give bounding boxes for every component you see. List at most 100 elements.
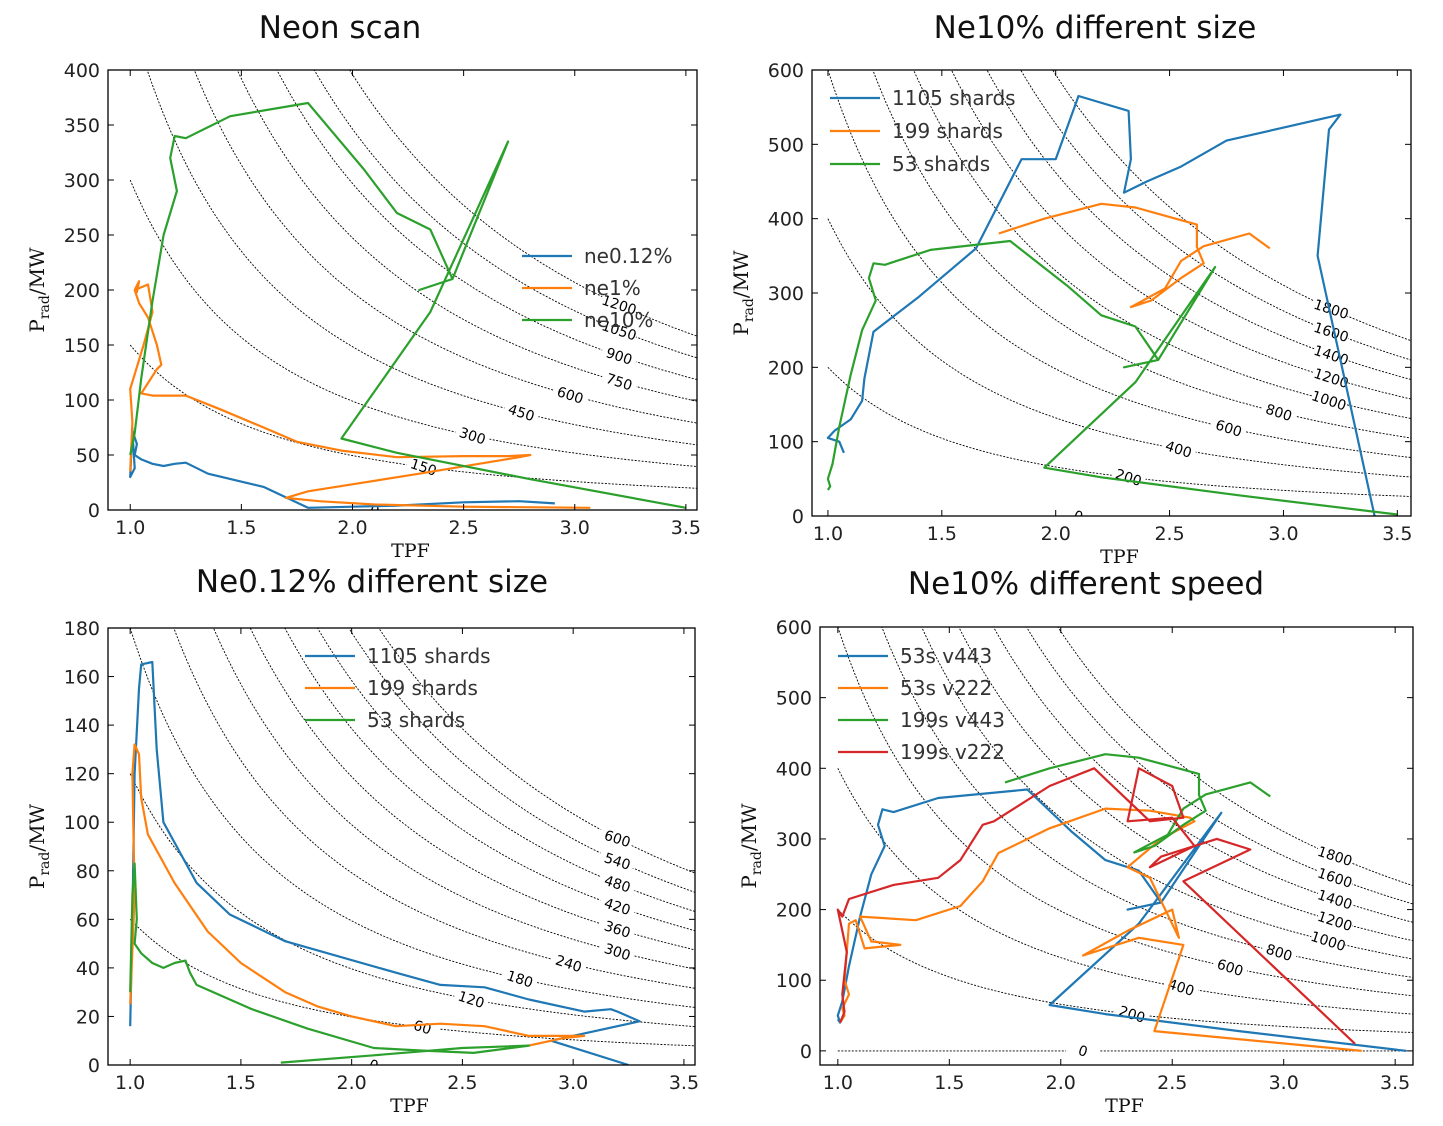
plot-frame (819, 626, 1414, 1066)
legend-entry: 53s v443 (900, 644, 992, 668)
y-tick-label: 80 (76, 861, 100, 883)
contour-line (837, 768, 1413, 1015)
contour-line (1052, 70, 1411, 342)
chart-panel-3: Ne0.12% different size 0 60 120 180 240 300360… (25, 564, 699, 1117)
y-tick-label: 400 (776, 758, 812, 780)
series-line-53s-v222 (839, 807, 1362, 1052)
y-tick-label: 200 (776, 900, 812, 922)
x-tick-label: 3.0 (1268, 523, 1298, 545)
y-tick-label: 200 (768, 357, 804, 379)
legend: 53s v443 53s v222 199s v443 199s v222 (838, 644, 1005, 764)
contour-line (827, 366, 1411, 497)
chart-title: Ne0.12% different size (196, 564, 548, 600)
contour-label: 540 (602, 850, 632, 873)
contour-line (837, 627, 1413, 997)
contour-label: 240 (553, 953, 583, 976)
contour-label: 900 (604, 345, 634, 368)
data-series (826, 94, 1398, 516)
y-tick-label: 0 (88, 500, 100, 522)
legend-entry: 199 shards (892, 119, 1003, 143)
x-tick-label: 3.0 (560, 517, 590, 539)
y-tick-label: 180 (64, 618, 100, 640)
x-tick-label: 2.0 (337, 1072, 367, 1094)
x-tick-label: 2.0 (1046, 1072, 1076, 1094)
series-line-199s-v443 (1004, 753, 1271, 854)
contour-label: 600 (555, 384, 585, 407)
x-tick-label: 3.5 (1382, 523, 1412, 545)
legend-entry: ne0.12% (584, 244, 673, 268)
contour-line (317, 628, 695, 912)
chart-title: Ne10% different size (934, 10, 1257, 46)
y-tick-label: 60 (76, 909, 100, 931)
contour-line (129, 628, 695, 1008)
legend-entry: 199 shards (367, 676, 478, 700)
data-series (129, 660, 641, 1065)
contour-label: 400 (1163, 438, 1193, 461)
contour-label: 800 (1263, 402, 1293, 425)
x-tick-label: 2.5 (1157, 1072, 1187, 1094)
legend: 1105 shards 199 shards 53 shards (305, 644, 491, 732)
x-axis-label: TPF (390, 1095, 429, 1117)
series-line-53-shards (129, 862, 530, 1064)
y-tick-label: 100 (64, 812, 100, 834)
x-tick-label: 1.0 (823, 1072, 853, 1094)
legend-entry: 1105 shards (892, 86, 1016, 110)
contour-label: 200 (1117, 1003, 1147, 1026)
contour-line (173, 628, 695, 989)
y-tick-label: 400 (768, 209, 804, 231)
contour-line (313, 70, 697, 359)
legend-entry: ne10% (584, 308, 653, 332)
y-tick-label: 50 (76, 445, 100, 467)
x-tick-label: 3.0 (1269, 1072, 1299, 1094)
contour-label: 400 (1166, 976, 1196, 999)
contour-label: 800 (1264, 942, 1294, 965)
x-tick-label: 2.5 (1154, 523, 1184, 545)
contour-line (236, 70, 697, 402)
y-tick-label: 120 (64, 764, 100, 786)
x-tick-label: 1.5 (226, 1072, 256, 1094)
contour-line (872, 70, 1411, 439)
legend-entry: 53s v222 (900, 676, 992, 700)
contour-line (1020, 70, 1411, 361)
series-line-53-shards (826, 239, 1398, 516)
series-line-ne10- (129, 101, 687, 509)
y-tick-label: 100 (768, 432, 804, 454)
y-axis-label: Prad/MW (729, 250, 757, 336)
contour-line (378, 628, 695, 874)
contour-label: 180 (505, 968, 535, 991)
data-series (836, 753, 1407, 1052)
x-tick-label: 2.0 (337, 517, 367, 539)
contour-label: 300 (602, 941, 632, 964)
contour-label: 0 (367, 1057, 380, 1075)
chart-title: Neon scan (259, 10, 422, 46)
contour-label: 750 (604, 371, 634, 394)
x-tick-label: 3.5 (1380, 1072, 1410, 1094)
y-tick-label: 200 (64, 280, 100, 302)
y-tick-label: 0 (792, 506, 804, 528)
contour-line (958, 627, 1413, 942)
series-line-199s-v222 (836, 767, 1356, 1045)
contour-label: 600 (602, 828, 632, 851)
x-tick-label: 3.5 (669, 1072, 699, 1094)
y-axis-label: Prad/MW (25, 803, 53, 889)
y-axis-label: Prad/MW (737, 803, 765, 889)
contour-line (193, 70, 697, 424)
x-tick-label: 2.0 (1041, 523, 1071, 545)
y-tick-label: 20 (76, 1006, 100, 1028)
y-tick-label: 160 (64, 667, 100, 689)
series-line-199-shards (998, 202, 1271, 309)
contour-line (827, 218, 1411, 478)
y-tick-label: 100 (776, 970, 812, 992)
contour-line (146, 70, 697, 446)
y-tick-label: 100 (64, 390, 100, 412)
y-tick-label: 0 (88, 1055, 100, 1077)
y-tick-label: 250 (64, 225, 100, 247)
legend-entry: 1105 shards (367, 644, 491, 668)
x-tick-label: 3.5 (671, 517, 701, 539)
contour-line (348, 628, 695, 893)
series-line-1105-shards (129, 660, 641, 1065)
